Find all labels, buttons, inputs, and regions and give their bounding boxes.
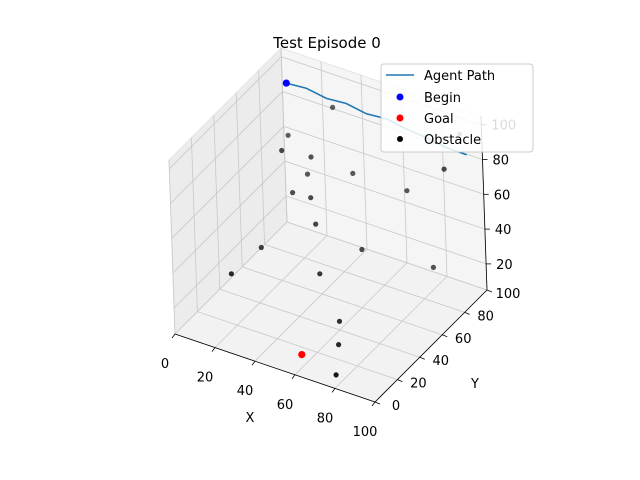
x-axis-label: X: [246, 411, 255, 426]
obstacle-point: [441, 166, 447, 172]
x-tick-label: 100: [353, 425, 378, 440]
y-tick-mark: [397, 379, 403, 382]
z-gridline: [171, 125, 484, 239]
y-gridline: [235, 92, 443, 336]
z-tick-label: 40: [495, 223, 512, 238]
obstacle-point: [330, 104, 336, 110]
x-tick-mark: [291, 374, 296, 380]
tick-labels: 02040608010002040608010020406080100: [161, 119, 521, 440]
y-tick-mark: [486, 289, 493, 293]
obstacle-point: [228, 271, 234, 277]
x-tick-mark: [171, 333, 176, 339]
obstacle-point: [404, 188, 410, 194]
y-tick-mark: [464, 312, 470, 315]
y-tick-label: 80: [477, 309, 494, 324]
legend-label-goal: Goal: [424, 112, 454, 127]
x-tick-mark: [251, 360, 256, 366]
goal-point: [298, 351, 306, 359]
legend-label-obstacle: Obstacle: [424, 133, 481, 148]
obstacle-point: [279, 147, 285, 154]
x-tick-mark: [371, 401, 376, 407]
legend-marker-begin: [396, 93, 404, 101]
begin-point: [282, 79, 290, 87]
x-tick-label: 20: [197, 371, 214, 386]
obstacle-point: [317, 271, 323, 277]
legend-box: [380, 63, 534, 153]
legend-label-begin: Begin: [424, 91, 461, 106]
x-axis-line: [174, 333, 376, 403]
x-tick-mark: [331, 388, 336, 393]
y-tick-mark: [374, 401, 381, 405]
y-gridline: [213, 115, 420, 358]
y-gridline: [280, 47, 488, 291]
obstacle-point: [308, 154, 314, 160]
obstacle-point: [304, 171, 311, 177]
z-tick-label: 80: [493, 154, 510, 169]
x-tick-label: 60: [277, 398, 294, 413]
obstacle-point: [285, 132, 291, 138]
obstacle-point: [313, 221, 319, 227]
y-tick-mark: [442, 334, 448, 338]
z-gridline: [172, 160, 486, 274]
y-tick-label: 40: [433, 354, 450, 369]
x-tick-label: 80: [317, 411, 334, 426]
obstacle-point: [359, 246, 365, 253]
x-tick-label: 0: [161, 357, 169, 372]
obstacle-point: [258, 244, 264, 251]
y-tick-label: 60: [455, 332, 472, 347]
legend-marker-goal: [396, 114, 404, 122]
x-tick-mark: [211, 347, 216, 352]
obstacle-point: [308, 195, 314, 201]
obstacle-point: [336, 318, 343, 324]
y-tick-mark: [419, 356, 425, 360]
y-tick-label: 20: [410, 377, 427, 392]
y-axis-label: Y: [470, 377, 479, 392]
obstacle-point: [290, 190, 296, 196]
legend-marker-obstacle: [397, 136, 403, 142]
obstacle-point: [430, 264, 436, 270]
z-gridline: [173, 195, 487, 309]
y-tick-label: 100: [496, 287, 521, 302]
y-tick-label: 0: [392, 399, 400, 414]
obstacle-point: [336, 342, 342, 348]
y-axis-line: [374, 289, 488, 403]
obstacle-point: [333, 372, 339, 378]
y-gridline: [258, 70, 465, 313]
chart-title: Test Episode 0: [272, 34, 381, 52]
x-tick-label: 40: [237, 384, 254, 399]
legend-label-agent-path: Agent Path: [424, 69, 495, 84]
obstacle-point: [350, 170, 356, 176]
y-gridline: [191, 137, 398, 380]
z-tick-label: 60: [494, 188, 511, 203]
z-tick-label: 20: [496, 258, 513, 273]
legend: Agent Path Begin Goal Obstacle: [380, 63, 534, 153]
